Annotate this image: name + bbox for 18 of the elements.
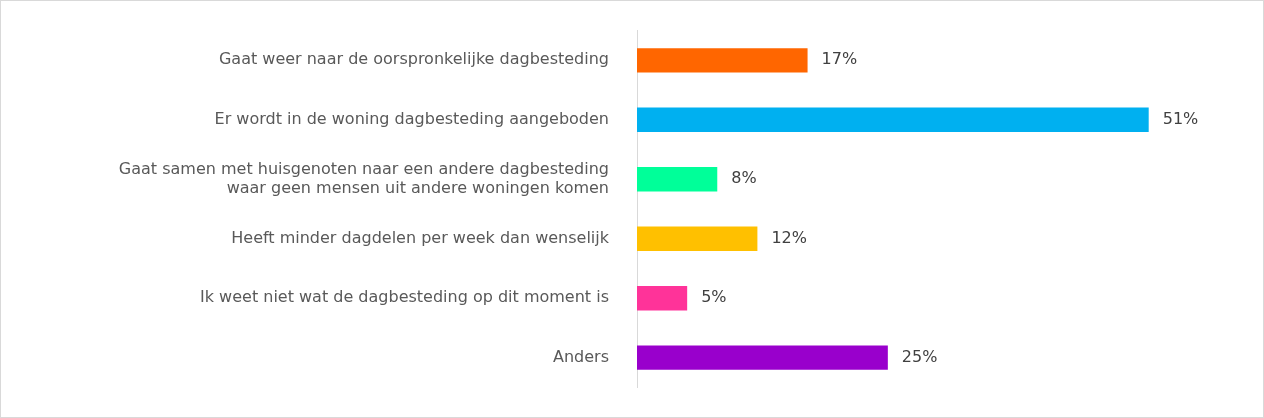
data-label: 17% [821, 49, 858, 69]
data-label: 12% [771, 227, 807, 247]
y-tick-label: Heeft minder dagdelen per week dan wenselijk [231, 227, 610, 247]
y-tick-label: Gaat weer naar de oorspronkelijke dagbesteding [218, 49, 609, 69]
bar [637, 48, 808, 73]
bar [637, 167, 718, 192]
data-label: 8% [731, 168, 757, 188]
data-label: 25% [901, 346, 938, 366]
y-tick-label: Ik weet niet wat de dagbesteding op dit moment is [200, 287, 609, 307]
data-label: 5% [701, 287, 727, 307]
bar [637, 107, 1149, 132]
y-tick-label: Er wordt in de woning dagbesteding aangeboden [214, 108, 609, 128]
bar [637, 286, 688, 311]
data-label: 51% [1162, 108, 1199, 128]
y-tick-label: Anders [553, 346, 609, 366]
y-tick-label: Gaat samen met huisgenoten naar een andere dagbesteding waar geen mensen uit andere woningen komen [118, 158, 609, 198]
bar [637, 226, 758, 251]
bar [637, 345, 888, 370]
